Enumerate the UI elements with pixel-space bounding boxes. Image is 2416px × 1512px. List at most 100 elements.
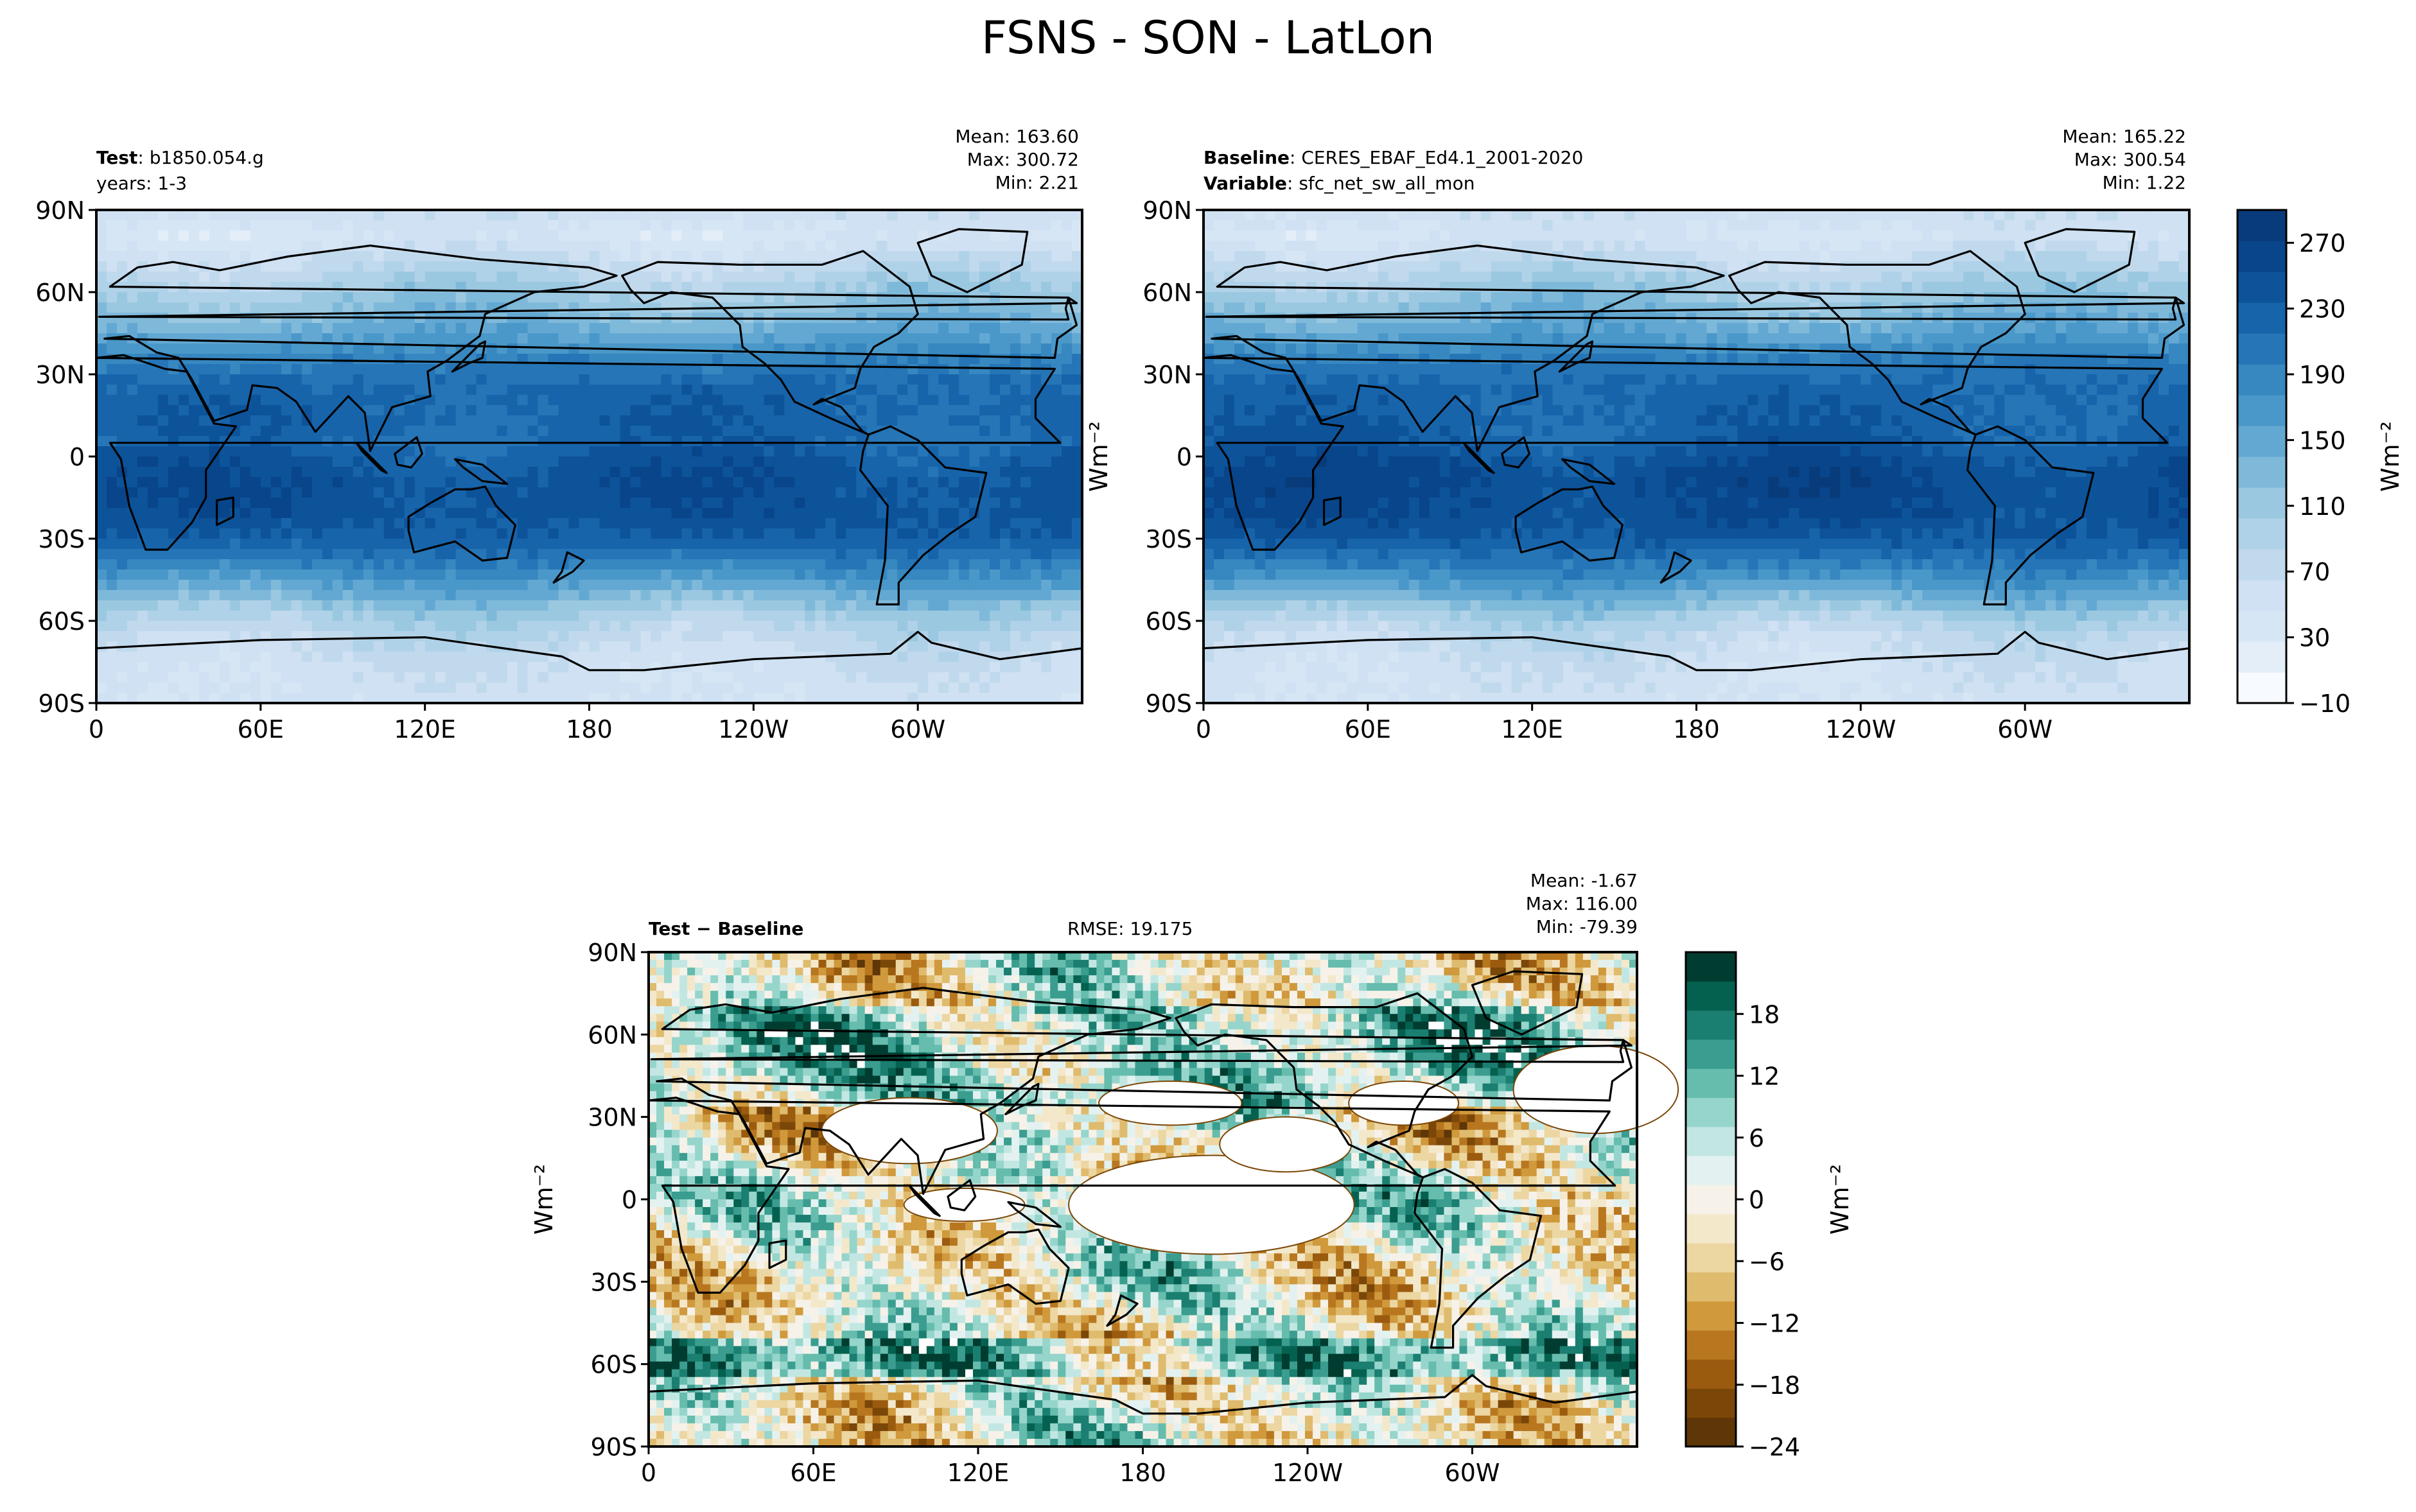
field-cell	[722, 652, 734, 663]
field-cell	[938, 467, 949, 478]
field-cell	[1984, 220, 1995, 231]
field-cell	[496, 580, 508, 591]
field-cell	[538, 467, 549, 478]
field-cell	[979, 446, 990, 457]
field-cell	[640, 590, 652, 601]
field-cell	[260, 282, 272, 293]
field-cell	[1511, 210, 1523, 221]
field-cell	[250, 374, 261, 385]
field-cell	[147, 302, 159, 313]
field-cell	[979, 641, 990, 652]
field-cell	[825, 323, 837, 334]
field-cell	[414, 693, 426, 704]
field-cell	[959, 323, 970, 334]
field-cell	[630, 426, 642, 437]
field-cell	[2138, 220, 2149, 231]
field-cell	[383, 374, 395, 385]
field-cell	[1532, 220, 1543, 231]
field-cell	[836, 569, 847, 580]
field-cell	[661, 426, 672, 437]
field-cell	[311, 333, 323, 344]
field-cell	[928, 621, 939, 632]
field-cell	[476, 487, 487, 498]
field-cell	[1041, 631, 1052, 642]
field-cell	[157, 487, 169, 498]
field-cell	[106, 343, 118, 354]
field-cell	[414, 405, 426, 416]
field-cell	[2056, 210, 2067, 221]
field-cell	[722, 477, 734, 488]
field-cell	[116, 559, 128, 570]
field-cell	[805, 621, 816, 632]
field-cell	[548, 590, 559, 601]
field-cell	[1326, 230, 1338, 241]
field-cell	[209, 456, 220, 467]
field-cell	[661, 241, 672, 252]
field-cell	[825, 498, 837, 508]
field-cell	[106, 323, 118, 334]
field-cell	[558, 292, 570, 303]
field-cell	[702, 477, 713, 488]
field-cell	[764, 230, 775, 241]
field-cell	[1041, 426, 1052, 437]
field-cell	[178, 621, 189, 632]
field-cell	[1891, 220, 1903, 231]
field-cell	[722, 374, 734, 385]
field-cell	[568, 210, 580, 221]
field-cell	[291, 436, 302, 447]
field-cell	[825, 539, 837, 550]
field-cell	[990, 477, 1001, 488]
field-cell	[527, 590, 539, 601]
field-cell	[291, 251, 302, 262]
field-cell	[753, 508, 765, 519]
field-cell	[1604, 241, 1615, 252]
field-cell	[794, 487, 806, 498]
field-cell	[938, 621, 949, 632]
field-cell	[969, 395, 980, 406]
field-cell	[1072, 508, 1083, 519]
field-cell	[928, 210, 939, 221]
field-cell	[178, 405, 189, 416]
field-cell	[897, 508, 908, 519]
field-cell	[394, 508, 405, 519]
field-cell	[127, 364, 138, 375]
field-cell	[455, 467, 467, 478]
field-cell	[620, 600, 631, 611]
field-cell	[517, 539, 529, 550]
field-cell	[250, 364, 261, 375]
field-cell	[517, 272, 529, 282]
field-cell	[209, 652, 220, 663]
field-cell	[620, 518, 631, 529]
field-cell	[846, 498, 857, 508]
field-cell	[1072, 590, 1083, 601]
field-cell	[260, 426, 272, 437]
field-cell	[949, 292, 959, 303]
field-cell	[825, 693, 837, 704]
field-cell	[887, 528, 898, 539]
field-cell	[897, 621, 908, 632]
field-cell	[414, 426, 426, 437]
field-cell	[1062, 272, 1072, 282]
field-cell	[887, 580, 898, 591]
field-cell	[579, 292, 590, 303]
field-cell	[846, 631, 857, 642]
field-cell	[1974, 210, 1985, 221]
field-cell	[990, 354, 1001, 365]
field-cell	[260, 302, 272, 313]
field-cell	[425, 415, 436, 426]
field-cell	[825, 611, 837, 621]
field-cell	[1583, 241, 1595, 252]
field-cell	[517, 662, 529, 673]
field-cell	[476, 241, 487, 252]
field-cell	[332, 302, 344, 313]
field-cell	[168, 230, 179, 241]
field-cell	[630, 580, 642, 591]
field-cell	[147, 641, 159, 652]
field-cell	[455, 385, 467, 395]
field-cell	[1871, 220, 1882, 231]
field-cell	[394, 272, 405, 282]
field-cell	[887, 343, 898, 354]
field-cell	[455, 590, 467, 601]
field-cell	[1010, 426, 1021, 437]
field-cell	[712, 498, 724, 508]
